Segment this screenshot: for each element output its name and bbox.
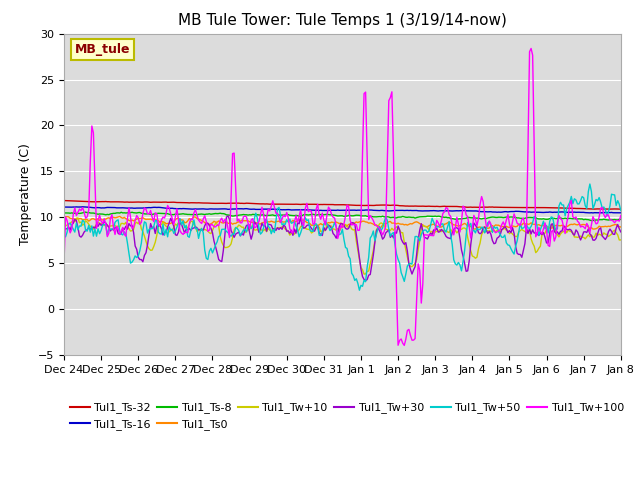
Tul1_Tw+100 xyxy=(377,228,385,234)
Tul1_Tw+50 xyxy=(397,270,405,276)
Tul1_Tw+10 xyxy=(399,230,406,236)
Tul1_Ts0 xyxy=(472,226,479,232)
Tul1_Tw+30 xyxy=(552,230,559,236)
Tul1_Tw+50 xyxy=(76,223,83,229)
Tul1_Tw+10 xyxy=(77,219,85,225)
Tul1_Tw+50 xyxy=(356,288,364,293)
Tul1_Tw+100 xyxy=(552,234,559,240)
Tul1_Tw+10 xyxy=(617,237,625,243)
Tul1_Ts-8 xyxy=(410,215,417,220)
Tul1_Ts-16 xyxy=(60,204,68,210)
Tul1_Ts0 xyxy=(552,222,559,228)
Tul1_Tw+100 xyxy=(401,343,408,348)
Tul1_Tw+10 xyxy=(552,229,559,235)
Tul1_Ts-8 xyxy=(76,211,83,216)
Tul1_Tw+100 xyxy=(60,260,68,265)
Tul1_Tw+50 xyxy=(379,225,387,231)
Tul1_Tw+50 xyxy=(550,223,558,229)
Tul1_Tw+50 xyxy=(164,234,172,240)
Tul1_Ts-8 xyxy=(617,216,625,222)
Tul1_Tw+30 xyxy=(362,277,369,283)
Y-axis label: Temperature (C): Temperature (C) xyxy=(19,144,33,245)
Tul1_Ts0 xyxy=(116,214,124,219)
Tul1_Ts-32 xyxy=(164,200,172,205)
Tul1_Ts-16 xyxy=(410,208,417,214)
Tul1_Tw+10 xyxy=(360,271,368,277)
Tul1_Tw+30 xyxy=(412,264,419,270)
Tul1_Ts0 xyxy=(76,216,83,221)
Line: Tul1_Ts0: Tul1_Ts0 xyxy=(64,216,621,229)
Tul1_Ts-32 xyxy=(408,203,416,209)
Tul1_Tw+50 xyxy=(586,181,594,187)
Tul1_Ts-16 xyxy=(397,207,405,213)
Tul1_Ts-32 xyxy=(549,205,557,211)
Tul1_Ts0 xyxy=(60,215,68,220)
Line: Tul1_Ts-32: Tul1_Ts-32 xyxy=(64,201,621,209)
Tul1_Ts-8 xyxy=(82,209,90,215)
Line: Tul1_Tw+100: Tul1_Tw+100 xyxy=(64,48,621,346)
Line: Tul1_Tw+10: Tul1_Tw+10 xyxy=(64,218,621,274)
Tul1_Ts0 xyxy=(379,222,387,228)
Line: Tul1_Ts-16: Tul1_Ts-16 xyxy=(64,207,621,213)
Tul1_Tw+100 xyxy=(410,337,417,343)
Tul1_Tw+50 xyxy=(60,233,68,239)
Tul1_Tw+100 xyxy=(76,206,83,212)
Tul1_Ts-8 xyxy=(588,218,595,224)
Tul1_Tw+100 xyxy=(396,337,403,343)
Tul1_Ts0 xyxy=(410,220,417,226)
Tul1_Ts-16 xyxy=(79,204,86,210)
Tul1_Tw+30 xyxy=(76,233,83,239)
Tul1_Ts-32 xyxy=(396,203,403,209)
Tul1_Ts0 xyxy=(397,221,405,227)
Tul1_Tw+30 xyxy=(60,228,68,233)
Tul1_Ts-16 xyxy=(589,210,596,216)
Text: MB_tule: MB_tule xyxy=(75,43,131,56)
Tul1_Tw+10 xyxy=(380,222,388,228)
Tul1_Tw+10 xyxy=(74,215,82,221)
Tul1_Tw+10 xyxy=(165,229,173,235)
Line: Tul1_Ts-8: Tul1_Ts-8 xyxy=(64,212,621,221)
Tul1_Tw+30 xyxy=(380,234,388,240)
Title: MB Tule Tower: Tule Temps 1 (3/19/14-now): MB Tule Tower: Tule Temps 1 (3/19/14-now… xyxy=(178,13,507,28)
Tul1_Tw+100 xyxy=(617,213,625,218)
Tul1_Ts-16 xyxy=(379,207,387,213)
Tul1_Ts-8 xyxy=(397,214,405,220)
Tul1_Ts-8 xyxy=(60,210,68,216)
Line: Tul1_Tw+30: Tul1_Tw+30 xyxy=(64,216,621,280)
Tul1_Tw+100 xyxy=(527,46,535,51)
Tul1_Ts-32 xyxy=(617,206,625,212)
Tul1_Ts-8 xyxy=(550,216,558,221)
Tul1_Tw+30 xyxy=(399,240,406,245)
Tul1_Ts0 xyxy=(617,224,625,230)
Tul1_Ts-32 xyxy=(377,202,385,208)
Tul1_Tw+30 xyxy=(617,229,625,235)
Tul1_Ts-8 xyxy=(379,213,387,219)
Tul1_Ts-32 xyxy=(76,198,83,204)
Tul1_Tw+50 xyxy=(617,208,625,214)
Tul1_Ts-8 xyxy=(165,211,173,217)
Tul1_Tw+100 xyxy=(164,203,172,208)
Line: Tul1_Tw+50: Tul1_Tw+50 xyxy=(64,184,621,290)
Tul1_Ts-16 xyxy=(165,205,173,211)
Tul1_Ts0 xyxy=(165,221,173,227)
Tul1_Ts-16 xyxy=(550,209,558,215)
Tul1_Ts-32 xyxy=(60,198,68,204)
Tul1_Tw+10 xyxy=(60,222,68,228)
Legend: Tul1_Ts-32, Tul1_Ts-16, Tul1_Ts-8, Tul1_Ts0, Tul1_Tw+10, Tul1_Tw+30, Tul1_Tw+50,: Tul1_Ts-32, Tul1_Ts-16, Tul1_Ts-8, Tul1_… xyxy=(70,403,624,430)
Tul1_Tw+30 xyxy=(164,224,172,230)
Tul1_Tw+10 xyxy=(412,260,419,266)
Tul1_Ts-16 xyxy=(617,210,625,216)
Tul1_Tw+50 xyxy=(410,247,417,253)
Tul1_Ts-16 xyxy=(76,204,83,210)
Tul1_Tw+30 xyxy=(224,213,232,219)
